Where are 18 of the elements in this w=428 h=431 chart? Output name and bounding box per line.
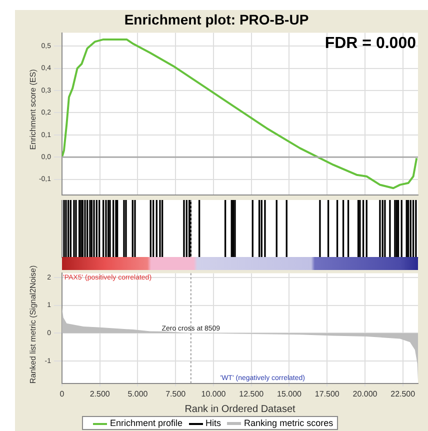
x-tick-label: 7.500 [166, 389, 186, 398]
y-axis-title: Enrichment score (ES) [28, 69, 38, 150]
x-tick-label: 0 [60, 389, 65, 398]
x-tick-label: 17.500 [314, 389, 340, 398]
x-tick-label: 12.500 [239, 389, 264, 398]
y-axis-title: Ranked list metric (Signal2Noise) [28, 265, 38, 384]
x-tick-label: 22.500 [390, 389, 416, 398]
annotation: FDR = 0.000 [324, 35, 416, 52]
legend-label: Hits [206, 418, 222, 428]
x-tick-label: 15.000 [277, 389, 302, 398]
x-axis-title: Rank in Ordered Dataset [184, 404, 296, 415]
x-tick-label: 20.000 [352, 389, 378, 398]
legend-label: Ranking metric scores [244, 418, 334, 428]
chart-title: Enrichment plot: PRO-B-UP [124, 11, 309, 28]
x-tick-label: 5.000 [128, 389, 148, 398]
legend-label: Enrichment profile [110, 418, 183, 428]
x-tick-label: 10.000 [201, 389, 226, 398]
x-tick-label: 2.500 [90, 389, 110, 398]
